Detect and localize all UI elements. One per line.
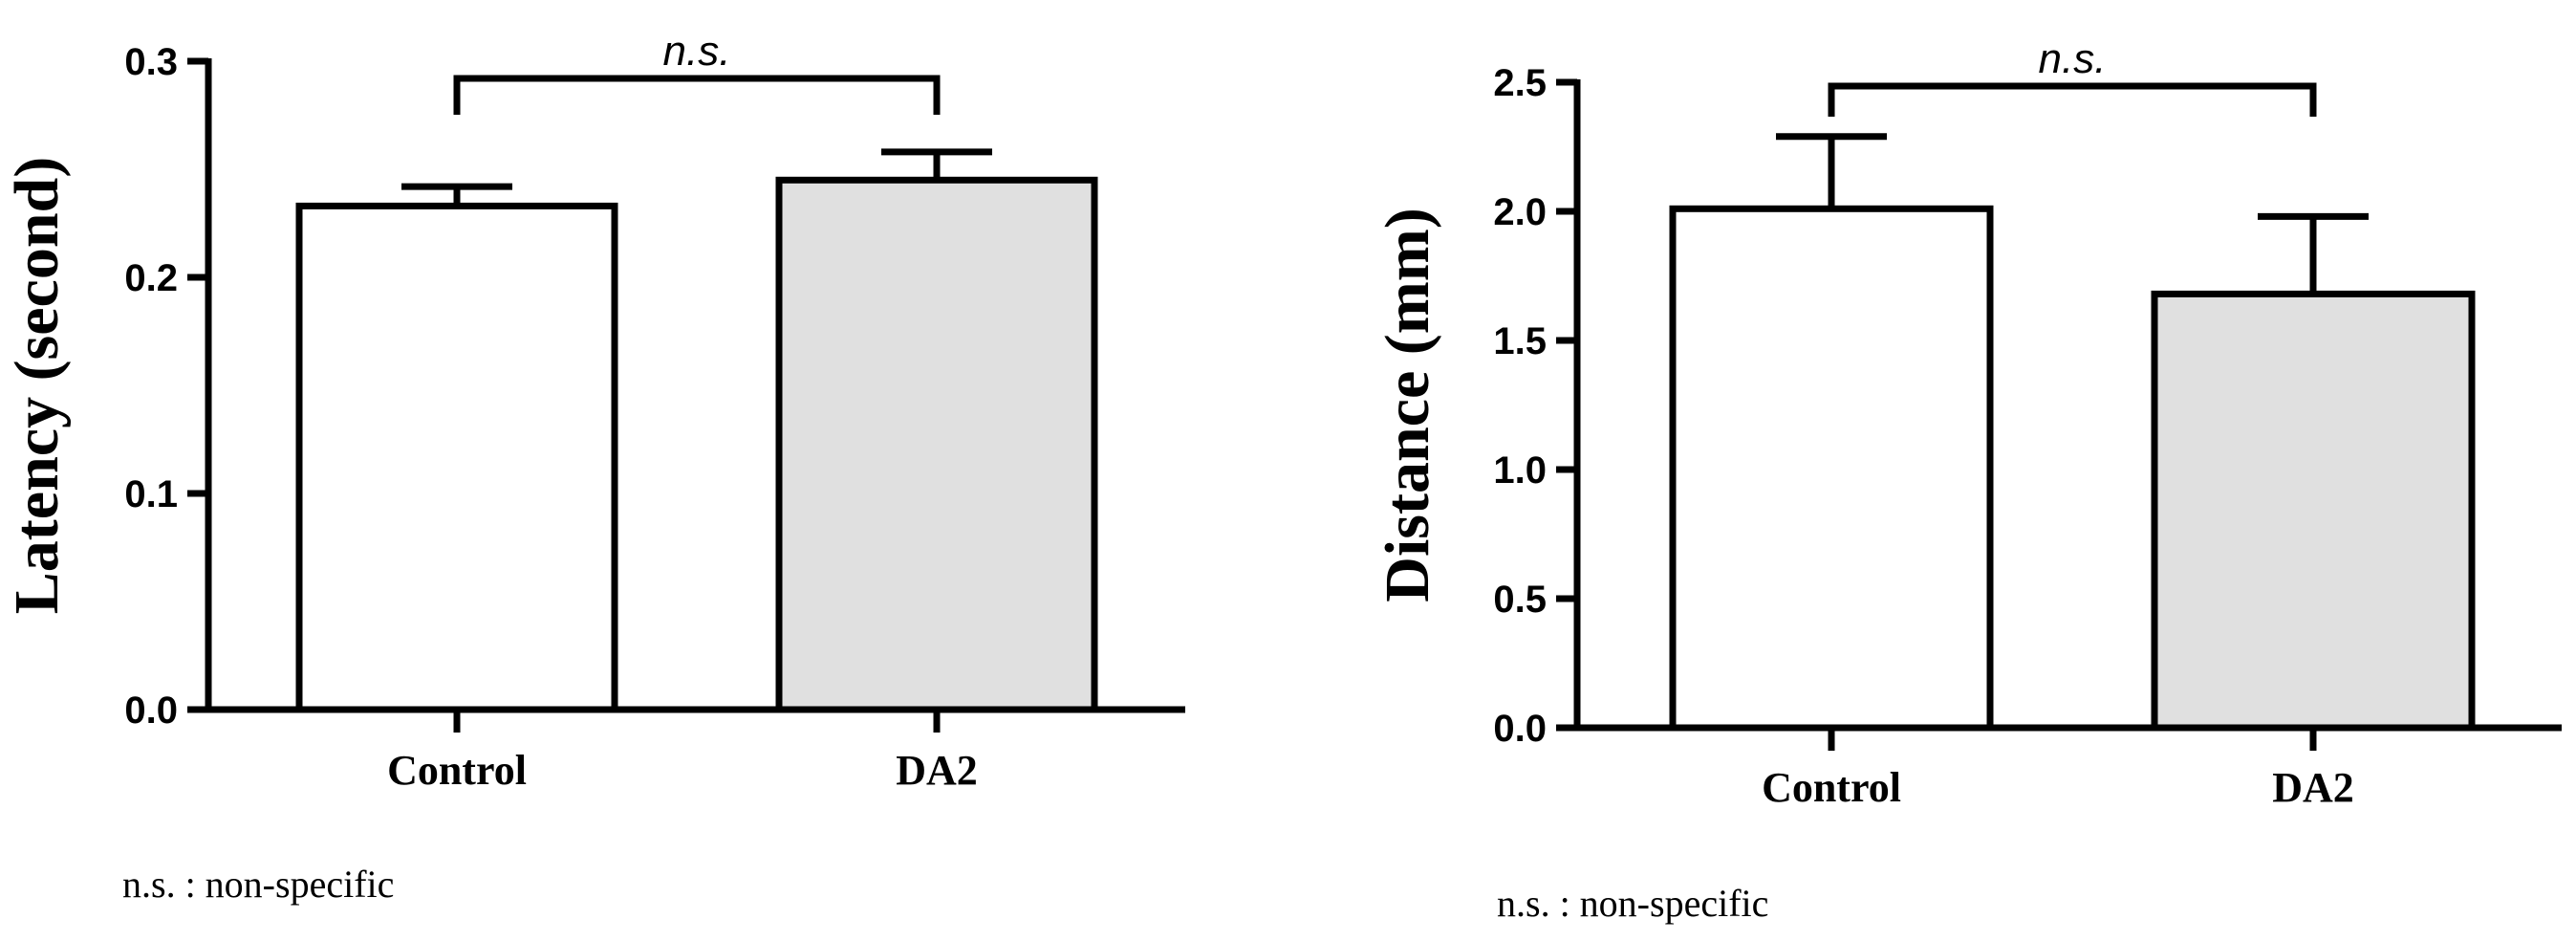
chart-1-y-tick-label: 0.5 [1493,579,1547,621]
chart-1-significance-label: n.s. [2039,35,2107,82]
chart-1-y-tick-label: 1.0 [1493,449,1547,492]
chart-0-significance-label: n.s. [663,28,731,75]
chart-0-bar-da2 [775,176,1098,713]
chart-0-y-tick-label: 0.0 [124,689,178,732]
chart-0-y-tick-label: 0.2 [124,257,178,299]
chart-0-x-tick-label-da2: DA2 [896,747,978,794]
chart-0-x-tick-label-control: Control [387,747,527,794]
chart-0-bar-control [295,202,618,713]
chart-1-x-tick-label-control: Control [1762,764,1901,811]
chart-0-y-axis-label: Latency (second) [2,157,72,614]
chart-0-y-tick-label: 0.1 [124,473,178,515]
chart-1-y-tick-label: 1.5 [1493,320,1547,362]
chart-1-significance-bracket [1828,82,2317,117]
chart-1-y-tick-label: 2.5 [1493,62,1547,104]
chart-0-significance-bracket [453,75,941,115]
latency-chart: 0.0 0.1 0.2 0.3 Control DA2 Latency (second) n.… [2,28,1185,906]
chart-1-y-axis-label: Distance (mm) [1373,208,1442,602]
chart-1-y-tick-label: 0.0 [1493,708,1547,750]
distance-chart: 0.0 0.5 1.0 1.5 2.0 2.5 Control DA2 Distance (mm… [1373,35,2562,925]
chart-0-footnote: n.s. : non-specific [122,863,394,906]
chart-1-x-tick-label-da2: DA2 [2272,764,2354,811]
chart-1-y-tick-label: 2.0 [1493,191,1547,233]
chart-1-footnote: n.s. : non-specific [1497,882,1768,925]
chart-1-bar-control [1669,205,1994,732]
chart-1-bar-da2 [2151,290,2476,732]
chart-0-y-tick-label: 0.3 [124,41,178,83]
